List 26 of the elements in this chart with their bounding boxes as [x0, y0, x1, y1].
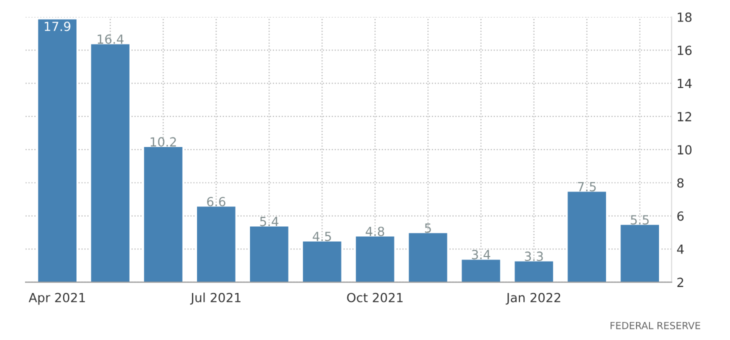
data-label: 10.2 [150, 137, 176, 147]
data-label: 5.5 [630, 215, 649, 225]
data-label: 4.8 [366, 226, 384, 236]
x-tick-label: Oct 2021 [347, 292, 403, 302]
data-label: 16.4 [98, 34, 124, 44]
y-tick-label: 16 [678, 46, 692, 56]
x-tick-label: Jan 2022 [506, 292, 560, 305]
y-tick-label: 12 [678, 112, 692, 122]
text: FEDERAL RESERVE [610, 322, 700, 330]
y-tick-label: 18 [678, 12, 692, 22]
data-label: 7.5 [578, 182, 596, 192]
data-label: 5 [424, 224, 431, 233]
y-tick-label: 10 [678, 145, 692, 155]
y-tick-label: 2 [677, 278, 684, 287]
y-tick-label: 4 [677, 244, 684, 254]
data-label: 3.4 [472, 250, 490, 260]
x-tick-label: Jul 2021 [190, 292, 240, 305]
data-label: 3.3 [524, 252, 543, 262]
data-label: 17.9 [44, 22, 70, 32]
x-tick-label: Apr 2021 [28, 292, 85, 305]
data-label: 6.6 [207, 196, 226, 206]
data-label: 5.4 [260, 216, 278, 226]
y-tick-label: 8 [677, 178, 684, 188]
y-tick-label: 6 [677, 211, 684, 221]
y-tick-label: 14 [678, 78, 692, 88]
data-label: 4.5 [312, 232, 331, 242]
